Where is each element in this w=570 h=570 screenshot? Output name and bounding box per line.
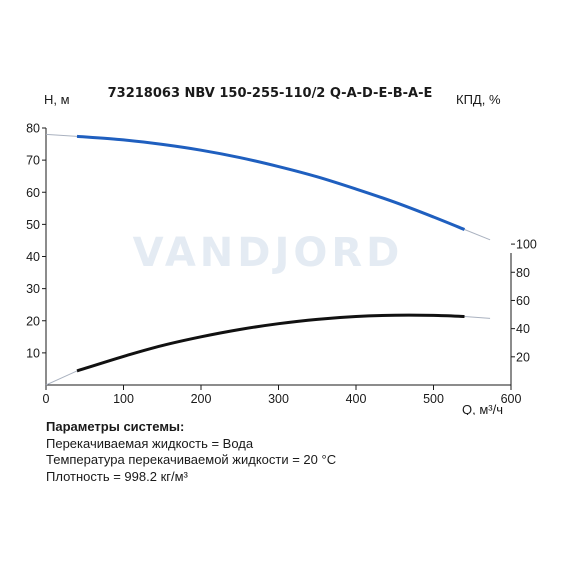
y-right-tick-label: 60 <box>516 294 530 308</box>
param-liquid: Перекачиваемая жидкость = Вода <box>46 435 254 451</box>
head-curve-extension-end <box>464 229 491 241</box>
y-axis-right-ticks: 20 40 60 80 100 <box>511 238 537 364</box>
head-curve <box>76 134 466 231</box>
y-right-tick-label: 80 <box>516 266 530 280</box>
efficiency-curve <box>76 313 465 373</box>
y-right-tick-label: 40 <box>516 322 530 336</box>
x-tick-label: 400 <box>346 392 367 406</box>
efficiency-curve-extension-end <box>464 316 491 319</box>
param-temperature: Температура перекачиваемой жидкости = 20… <box>46 452 337 467</box>
y-left-tick-label: 60 <box>26 186 40 200</box>
x-tick-label: 500 <box>423 392 444 406</box>
y-left-tick-label: 10 <box>26 346 40 360</box>
y-left-tick-label: 30 <box>26 282 40 296</box>
y-left-tick-label: 20 <box>26 314 40 328</box>
x-tick-label: 200 <box>191 392 212 406</box>
head-curve-extension-start <box>45 133 78 137</box>
chart-title: 73218063 NBV 150-255-110/2 Q-A-D-E-B-A-E <box>108 86 433 101</box>
x-axis-title: Q, м³/ч <box>462 402 503 415</box>
y-right-tick-label: 100 <box>516 238 537 252</box>
param-density: Плотность = 998.2 кг/м³ <box>46 468 188 484</box>
y-axis-left-title: H, м <box>44 92 70 107</box>
y-right-tick-label: 20 <box>516 350 530 364</box>
system-parameters: Параметры системы: Перекачиваемая жидкос… <box>46 419 336 485</box>
efficiency-curve-extension-start <box>45 370 78 386</box>
x-axis-ticks: 0 100 200 300 400 500 600 <box>43 385 522 406</box>
y-axis-left-ticks: 10 20 30 40 50 60 70 80 <box>26 122 46 360</box>
x-tick-label: 300 <box>268 392 289 406</box>
y-left-tick-label: 50 <box>26 218 40 232</box>
y-left-tick-label: 70 <box>26 154 40 168</box>
x-tick-label: 600 <box>501 392 522 406</box>
curves <box>45 133 491 386</box>
watermark-logo: VANDJORD <box>133 230 404 276</box>
y-axis-right-title: КПД, % <box>456 92 501 107</box>
y-left-tick-label: 80 <box>26 122 40 136</box>
x-tick-label: 100 <box>113 392 134 406</box>
pump-performance-chart: VANDJORD 73218063 NBV 150-255-110/2 Q-A-… <box>26 86 537 415</box>
system-parameters-title: Параметры системы: <box>46 419 185 434</box>
x-tick-label: 0 <box>43 392 50 406</box>
y-left-tick-label: 40 <box>26 250 40 264</box>
